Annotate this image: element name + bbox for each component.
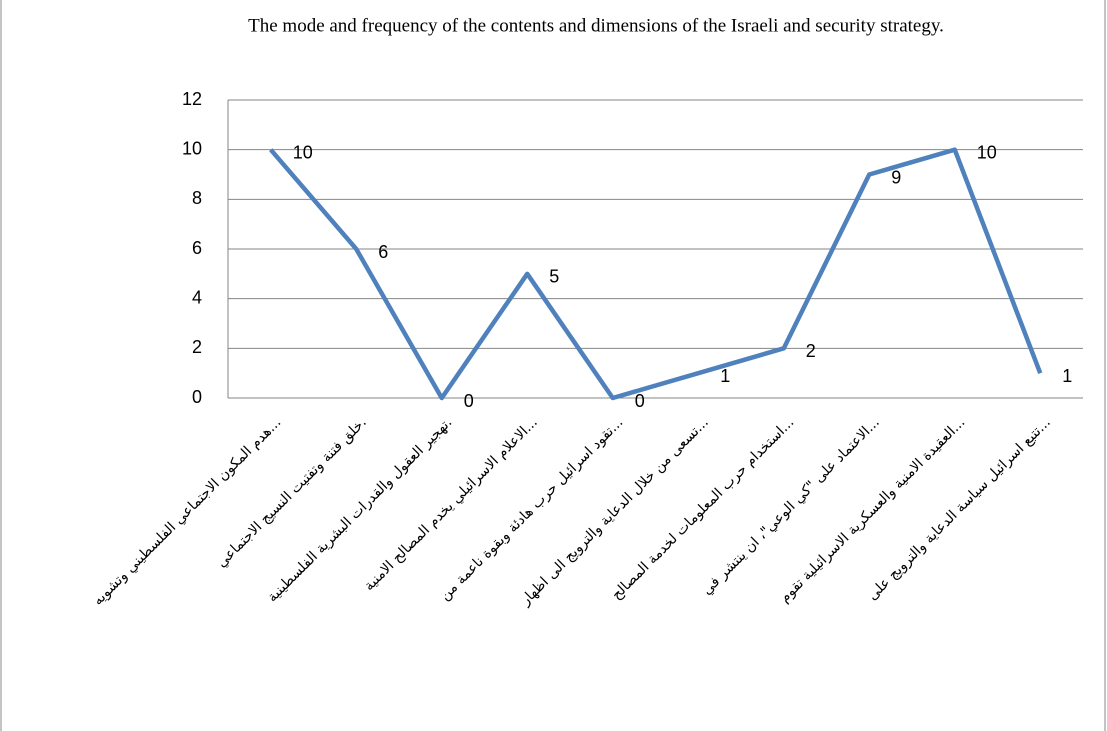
x-tick-label: خلق فتنة وتفتيت النسيج الاجتماعي. bbox=[214, 414, 370, 570]
data-label: 0 bbox=[635, 391, 645, 411]
x-tick-label: تقود اسرائيل حرب هادئة وبقوة ناعمة من... bbox=[437, 414, 626, 603]
data-label: 10 bbox=[293, 142, 313, 162]
y-tick-label: 4 bbox=[192, 287, 202, 307]
data-label: 1 bbox=[1062, 366, 1072, 386]
y-tick-label: 6 bbox=[192, 238, 202, 258]
x-tick-label: تهجير العقول والقدرات البشرية الفلسطينية… bbox=[264, 414, 455, 605]
data-label: 5 bbox=[549, 267, 559, 287]
y-tick-label: 2 bbox=[192, 337, 202, 357]
x-tick-label: الاعلام الاسرائيلي يخدم المصالح الامنية.… bbox=[361, 414, 541, 594]
x-tick-label: العقيدة الامنية والعسكرية الاسرائيلية تق… bbox=[777, 414, 969, 606]
x-tick-label: هدم المكون الاجتماعي الفلسطيني وتشويه... bbox=[90, 414, 284, 608]
y-tick-label: 8 bbox=[192, 188, 202, 208]
data-label: 1 bbox=[720, 366, 730, 386]
x-tick-label: الاعتماد على "كي الوعي"، ان ينتشر في... bbox=[699, 414, 883, 598]
x-tick-label: استخدام حرب المعلومات لخدمة المصالح... bbox=[609, 414, 798, 603]
data-label: 6 bbox=[378, 242, 388, 262]
data-line bbox=[269, 147, 1043, 401]
data-label: 2 bbox=[806, 341, 816, 361]
y-tick-label: 10 bbox=[182, 138, 202, 158]
chart-title: The mode and frequency of the contents a… bbox=[248, 15, 944, 36]
data-label: 0 bbox=[464, 391, 474, 411]
x-tick-label: تسعى من خلال الدعاية والترويج الى اظهار.… bbox=[517, 414, 712, 609]
data-label: 10 bbox=[977, 142, 997, 162]
y-tick-label: 0 bbox=[192, 387, 202, 407]
y-tick-label: 12 bbox=[182, 89, 202, 109]
data-label: 9 bbox=[891, 167, 901, 187]
x-tick-label: تتبع اسرائيل سياسة الدعاية والترويج على.… bbox=[865, 414, 1054, 603]
